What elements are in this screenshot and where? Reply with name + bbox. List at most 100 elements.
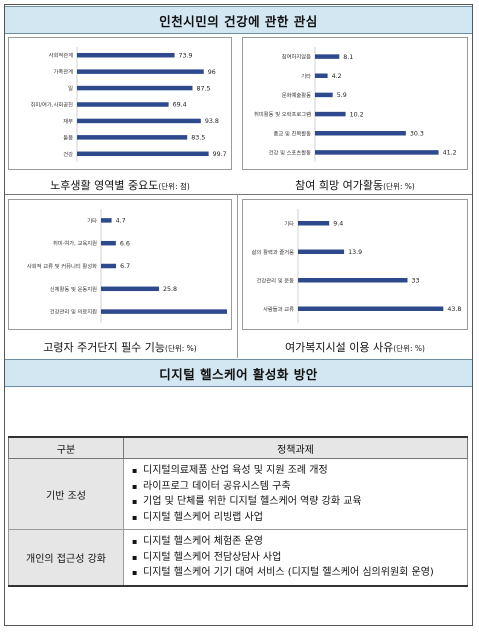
task-item: 디지털 헬스케어 체험존 운영 — [132, 534, 466, 550]
health-interest-banner: 인천시민의 건강에 관한 관심 — [5, 6, 472, 34]
policy-table-header: 구분 정책과제 — [8, 436, 468, 459]
value-label: 43.8 — [447, 306, 461, 313]
task-list: 디지털의료제품 산업 육성 및 지원 조례 개정 라이프로그 데이터 공유시스템… — [125, 463, 466, 525]
category-label: 사회적관계 — [49, 51, 73, 59]
health-interest-title: 인천시민의 건강에 관한 관심 — [159, 13, 318, 29]
chart-4-caption-unit: (단위: %) — [393, 344, 425, 353]
bar — [315, 150, 439, 155]
category-label: 건강 및 스포츠활동 — [269, 148, 311, 156]
chart-1-caption: 노후생활 영역별 중요도(단위: 점) — [8, 177, 232, 193]
chart-3-caption-unit: (단위: %) — [165, 344, 197, 353]
bar — [298, 249, 345, 254]
bar — [315, 73, 328, 78]
category-label: 재무 — [63, 117, 73, 125]
row-tasks: 디지털의료제품 산업 육성 및 지원 조례 개정 라이프로그 데이터 공유시스템… — [123, 458, 468, 530]
task-item: 디지털 헬스케어 전담상담사 사업 — [132, 550, 466, 566]
chart-1-svg: 사회적관계 73.9 가족관계 96 일 87.5 취미/여가,사회공헌 69.4 재무 93.8… — [31, 47, 227, 162]
chart-1-caption-main: 노후생활 영역별 중요도 — [50, 179, 159, 192]
category-label: 신체활동 및 운동지원 — [50, 285, 97, 293]
value-label: 87.5 — [197, 85, 211, 92]
value-label: 6.6 — [120, 240, 130, 247]
value-label: 9.4 — [333, 220, 343, 227]
digital-healthcare-banner: 디지털 헬스케어 활성화 방안 — [5, 359, 472, 387]
bar — [101, 263, 117, 269]
value-label: 6.7 — [120, 263, 130, 270]
chart-2-svg: 참여하지않음 8.1 기타 4.2 문화예술활동 5.9 취미활동 및 오락프로그램 10.2… — [254, 47, 457, 162]
chart-3-caption-main: 고령자 주거단지 필수 기능 — [43, 341, 166, 354]
category-label: 일 — [68, 84, 73, 92]
bar — [77, 151, 209, 157]
bar — [298, 306, 444, 311]
digital-healthcare-title: 디지털 헬스케어 활성화 방안 — [159, 366, 318, 382]
category-label: 기타 — [301, 72, 311, 80]
category-label: 종교 및 친목활동 — [274, 129, 312, 137]
category-label: 기타 — [87, 216, 97, 224]
bar — [77, 52, 175, 58]
category-label: 건강관리 및 운동 — [257, 276, 295, 284]
value-label: 41.2 — [443, 150, 457, 157]
bar — [101, 286, 160, 292]
category-label: 취미활동 및 오락프로그램 — [254, 110, 311, 118]
value-label: 8.1 — [343, 54, 353, 61]
chart-3-svg: 기타 4.7 취미·여가, 교육지원 6.6 사회적 교류 및 커뮤니티 활성화 6.7 신… — [27, 209, 239, 323]
bar — [77, 102, 169, 107]
column-divider — [237, 194, 238, 358]
bar — [315, 92, 333, 98]
policy-row-accessibility: 개인의 접근성 강화 디지털 헬스케어 체험존 운영 디지털 헬스케어 전담상담… — [8, 529, 468, 587]
value-label: 13.9 — [348, 249, 362, 256]
value-label: 93.8 — [205, 118, 219, 125]
document-frame — [4, 4, 473, 626]
chart-4-caption: 여가복지시설 이용 사유(단위: %) — [242, 339, 468, 355]
value-label: 30.3 — [410, 130, 424, 137]
bar — [315, 131, 406, 136]
value-label: 33 — [412, 277, 420, 284]
policy-row-foundation: 기반 조성 디지털의료제품 산업 육성 및 지원 조례 개정 라이프로그 데이터… — [8, 458, 468, 530]
value-label: 25.8 — [163, 286, 177, 293]
chart-4-svg: 기타 9.4 삶의 활력과 즐거움 13.9 건강관리 및 운동 33 사람들과 교류 43.… — [252, 209, 461, 323]
chart-panel-4: 기타 9.4 삶의 활력과 즐거움 13.9 건강관리 및 운동 33 사람들과 교류 43.… — [242, 199, 468, 330]
task-item: 라이프로그 데이터 공유시스템 구축 — [132, 479, 466, 495]
bar — [77, 69, 204, 74]
chart-2-caption-main: 참여 희망 여가활동 — [295, 179, 384, 192]
category-label: 사람들과 교류 — [263, 305, 294, 313]
category-label: 취미/여가,사회공헌 — [31, 101, 74, 109]
bar — [315, 111, 346, 117]
category-label: 참여하지않음 — [282, 53, 311, 61]
bar — [101, 309, 227, 314]
chart-2-caption-unit: (단위: %) — [383, 182, 415, 191]
chart-3-caption: 고령자 주거단지 필수 기능(단위: %) — [8, 339, 232, 355]
value-label: 96 — [208, 69, 216, 76]
task-item: 디지털 헬스케어 기기 대여 서비스 (디지털 헬스케어 심의위원회 운영) — [132, 565, 466, 581]
policy-table: 구분 정책과제 기반 조성 디지털의료제품 산업 육성 및 지원 조례 개정 라… — [8, 436, 468, 587]
header-category: 구분 — [8, 436, 124, 459]
bar — [101, 218, 112, 223]
category-label: 건강 — [63, 151, 73, 158]
header-tasks: 정책과제 — [123, 436, 468, 459]
chart-2-caption: 참여 희망 여가활동(단위: %) — [242, 177, 468, 193]
bar — [298, 278, 408, 283]
bar — [298, 221, 330, 226]
category-label: 취미·여가, 교육지원 — [53, 239, 97, 247]
row-tasks: 디지털 헬스케어 체험존 운영 디지털 헬스케어 전담상담사 사업 디지털 헬스… — [123, 529, 468, 587]
chart-panel-2: 참여하지않음 8.1 기타 4.2 문화예술활동 5.9 취미활동 및 오락프로그램 10.2… — [242, 37, 468, 170]
value-label: 10.2 — [350, 111, 364, 118]
chart-1-caption-unit: (단위: 점) — [158, 182, 190, 191]
value-label: 83.5 — [191, 135, 205, 142]
bar — [315, 54, 340, 59]
task-item: 기업 및 단체를 위한 디지털 헬스케어 역량 강화 교육 — [132, 494, 466, 510]
value-label: 99.7 — [213, 151, 227, 158]
task-item: 디지털 헬스케어 리빙랩 사업 — [132, 510, 466, 526]
category-label: 돌봄 — [63, 134, 73, 141]
category-label: 건강관리 및 의료지원 — [50, 308, 97, 316]
bar — [77, 118, 201, 124]
row-category: 기반 조성 — [8, 458, 124, 530]
category-label: 사회적 교류 및 커뮤니티 활성화 — [27, 262, 97, 270]
value-label: 4.7 — [116, 218, 126, 225]
value-label: 73.9 — [179, 52, 193, 59]
value-label: 69.4 — [173, 102, 187, 109]
task-list: 디지털 헬스케어 체험존 운영 디지털 헬스케어 전담상담사 사업 디지털 헬스… — [125, 534, 466, 581]
value-label: 5.9 — [337, 92, 347, 99]
chart-4-caption-main: 여가복지시설 이용 사유 — [285, 341, 394, 354]
row-category: 개인의 접근성 강화 — [8, 529, 124, 587]
bar — [77, 135, 188, 140]
